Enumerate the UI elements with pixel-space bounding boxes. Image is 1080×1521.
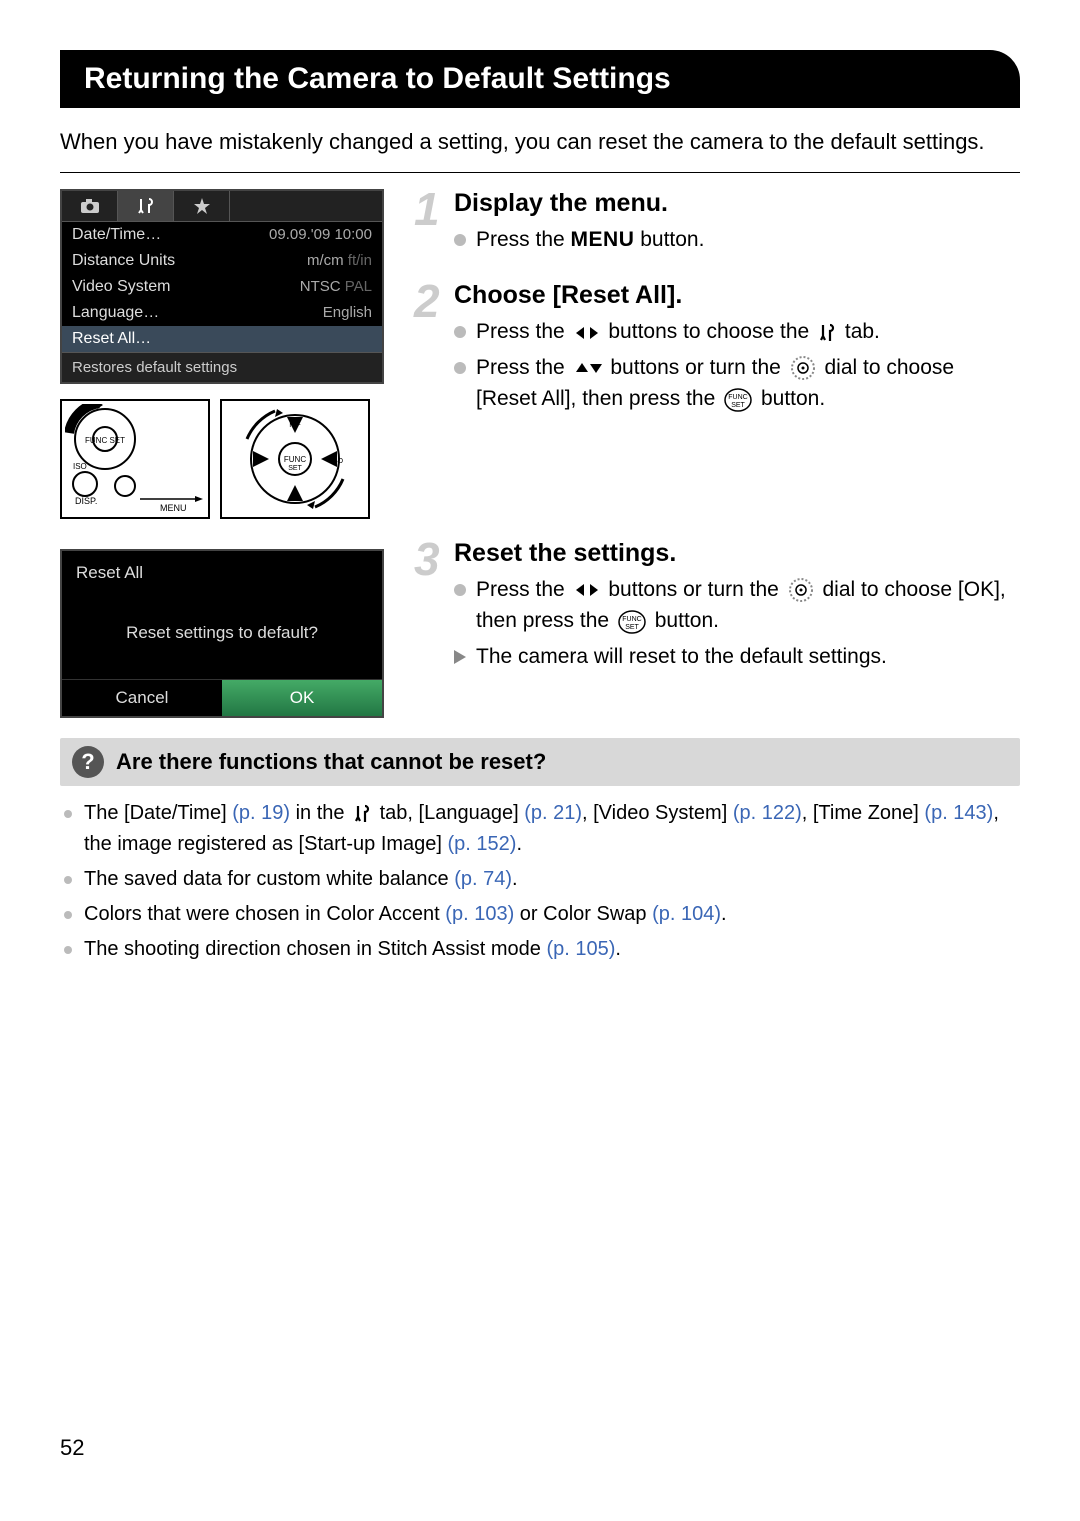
ok-button: OK (222, 679, 382, 716)
reset-confirm-screenshot: Reset All Reset settings to default? Can… (60, 549, 384, 718)
svg-text:FUNC: FUNC (728, 394, 747, 401)
page-number: 52 (60, 1435, 84, 1461)
note-item: Colors that were chosen in Color Accent … (60, 899, 1020, 930)
svg-text:SET: SET (288, 465, 302, 472)
dial-icon (790, 355, 816, 381)
step: 3Reset the settings. Press the buttons or… (414, 539, 1020, 677)
step: 1Display the menu. Press the MENU button. (414, 189, 1020, 260)
menu-row: Video SystemNTSC PAL (62, 274, 382, 300)
question-icon: ? (72, 746, 104, 778)
circle-bullet-icon (64, 911, 72, 919)
note-item: The shooting direction chosen in Stitch … (60, 934, 1020, 965)
confirm-title: Reset All (62, 563, 382, 593)
menu-row: Date/Time…09.09.'09 10:00 (62, 222, 382, 248)
svg-text:SET: SET (625, 624, 639, 631)
circle-bullet-icon (454, 234, 466, 246)
circle-bullet-icon (64, 946, 72, 954)
star-tab-icon (174, 191, 230, 221)
lr-icon (574, 325, 600, 341)
step-item: Press the buttons to choose the tab. (454, 316, 1020, 348)
step-number: 3 (414, 539, 454, 580)
camera-menu-screenshot: Date/Time…09.09.'09 10:00Distance Unitsm… (60, 189, 384, 384)
note-item: The saved data for custom white balance … (60, 864, 1020, 895)
step-number: 2 (414, 281, 454, 322)
question-box-header: ? Are there functions that cannot be res… (60, 738, 1020, 786)
tools-tab-icon (118, 191, 174, 221)
intro-text: When you have mistakenly changed a setti… (60, 126, 1020, 158)
svg-text:DISP.: DISP. (75, 496, 97, 506)
step-title: Choose [Reset All]. (454, 281, 1020, 310)
menu-row: Distance Unitsm/cm ft/in (62, 248, 382, 274)
menu-hint: Restores default settings (62, 352, 382, 382)
step-item: Press the buttons or turn the dial to ch… (454, 352, 1020, 415)
ud-icon (574, 360, 602, 376)
step-title: Reset the settings. (454, 539, 1020, 568)
note-item: The [Date/Time] (p. 19) in the tab, [Lan… (60, 798, 1020, 860)
svg-text:MENU: MENU (160, 503, 187, 513)
step-item: Press the MENU button. (454, 224, 1020, 256)
circle-bullet-icon (64, 810, 72, 818)
tools-icon (353, 804, 371, 824)
tools-icon (818, 323, 836, 343)
circle-bullet-icon (454, 326, 466, 338)
control-diagram-left: FUNC SET ISO DISP. MENU (60, 399, 210, 519)
control-diagram-right: FUNC SET MF ISO (220, 399, 370, 519)
svg-text:MF: MF (289, 420, 301, 429)
step-number: 1 (414, 189, 454, 230)
func-icon: FUNCSET (618, 610, 646, 634)
divider (60, 172, 1020, 173)
menu-row: Language…English (62, 300, 382, 326)
cancel-button: Cancel (62, 679, 222, 716)
svg-text:ISO: ISO (331, 458, 344, 465)
triangle-bullet-icon (454, 650, 466, 664)
svg-text:FUNC SET: FUNC SET (85, 436, 125, 445)
circle-bullet-icon (454, 362, 466, 374)
circle-bullet-icon (64, 876, 72, 884)
camera-tab-icon (62, 191, 118, 221)
lr-icon (574, 582, 600, 598)
page-title: Returning the Camera to Default Settings (60, 50, 1020, 108)
dial-icon (788, 577, 814, 603)
step-item: The camera will reset to the default set… (454, 641, 1020, 673)
svg-text:FUNC: FUNC (284, 455, 306, 464)
step-item: Press the buttons or turn the dial to ch… (454, 574, 1020, 637)
step: 2Choose [Reset All]. Press the buttons to… (414, 281, 1020, 419)
func-icon: FUNCSET (724, 388, 752, 412)
menu-row: Reset All… (62, 326, 382, 352)
circle-bullet-icon (454, 584, 466, 596)
notes-list: The [Date/Time] (p. 19) in the tab, [Lan… (60, 798, 1020, 965)
question-title: Are there functions that cannot be reset… (116, 749, 546, 775)
step-title: Display the menu. (454, 189, 1020, 218)
confirm-question: Reset settings to default? (62, 593, 382, 679)
svg-text:SET: SET (731, 402, 745, 409)
svg-text:FUNC: FUNC (622, 616, 641, 623)
svg-text:ISO: ISO (73, 462, 87, 471)
